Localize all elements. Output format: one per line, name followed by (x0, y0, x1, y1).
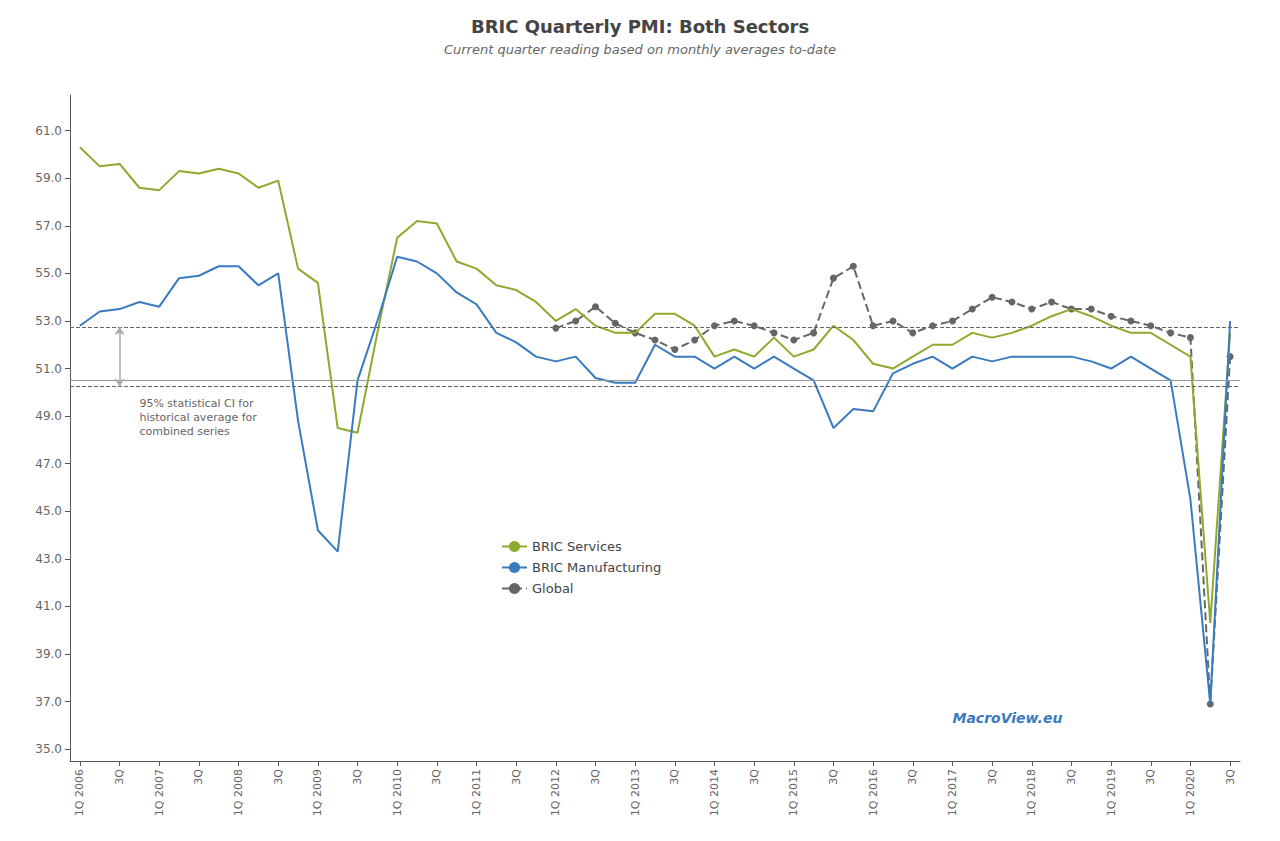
svg-text:1Q 2020: 1Q 2020 (1184, 769, 1197, 816)
svg-text:39.0: 39.0 (35, 647, 62, 661)
svg-text:BRIC Services: BRIC Services (532, 539, 622, 554)
svg-text:1Q 2006: 1Q 2006 (73, 769, 86, 816)
svg-text:3Q: 3Q (827, 769, 840, 785)
svg-text:1Q 2012: 1Q 2012 (549, 769, 562, 816)
svg-text:37.0: 37.0 (35, 695, 62, 709)
svg-text:3Q: 3Q (748, 769, 761, 785)
svg-text:41.0: 41.0 (35, 599, 62, 613)
svg-text:1Q 2015: 1Q 2015 (787, 769, 800, 816)
svg-text:3Q: 3Q (192, 769, 205, 785)
svg-text:57.0: 57.0 (35, 219, 62, 233)
svg-text:59.0: 59.0 (35, 171, 62, 185)
svg-text:historical average for: historical average for (139, 411, 257, 424)
svg-text:1Q 2014: 1Q 2014 (708, 769, 721, 816)
svg-text:3Q: 3Q (351, 769, 364, 785)
svg-text:61.0: 61.0 (35, 124, 62, 138)
svg-text:Global: Global (532, 581, 573, 596)
svg-text:3Q: 3Q (113, 769, 126, 785)
svg-text:45.0: 45.0 (35, 504, 62, 518)
svg-text:1Q 2013: 1Q 2013 (629, 769, 642, 816)
svg-text:3Q: 3Q (1144, 769, 1157, 785)
svg-text:1Q 2008: 1Q 2008 (232, 769, 245, 816)
svg-text:49.0: 49.0 (35, 409, 62, 423)
svg-text:3Q: 3Q (510, 769, 523, 785)
svg-text:1Q 2016: 1Q 2016 (867, 769, 880, 816)
svg-text:53.0: 53.0 (35, 314, 62, 328)
svg-text:3Q: 3Q (906, 769, 919, 785)
svg-text:1Q 2017: 1Q 2017 (946, 769, 959, 816)
svg-text:47.0: 47.0 (35, 457, 62, 471)
svg-text:35.0: 35.0 (35, 742, 62, 756)
svg-text:51.0: 51.0 (35, 362, 62, 376)
svg-text:BRIC Quarterly PMI: Both Secto: BRIC Quarterly PMI: Both Sectors (471, 16, 809, 37)
svg-text:1Q 2009: 1Q 2009 (311, 769, 324, 816)
svg-text:55.0: 55.0 (35, 266, 62, 280)
svg-text:3Q: 3Q (1224, 769, 1237, 785)
svg-text:1Q 2019: 1Q 2019 (1105, 769, 1118, 816)
svg-text:MacroView.eu: MacroView.eu (952, 710, 1062, 726)
svg-text:3Q: 3Q (272, 769, 285, 785)
svg-text:43.0: 43.0 (35, 552, 62, 566)
svg-text:1Q 2011: 1Q 2011 (470, 769, 483, 816)
svg-text:3Q: 3Q (430, 769, 443, 785)
svg-text:1Q 2010: 1Q 2010 (391, 769, 404, 816)
svg-text:1Q 2007: 1Q 2007 (153, 769, 166, 816)
svg-text:3Q: 3Q (589, 769, 602, 785)
svg-text:combined series: combined series (139, 425, 230, 438)
svg-text:3Q: 3Q (1065, 769, 1078, 785)
svg-text:Current quarter reading based: Current quarter reading based on monthly… (444, 42, 836, 57)
svg-text:1Q 2018: 1Q 2018 (1025, 769, 1038, 816)
svg-text:3Q: 3Q (668, 769, 681, 785)
svg-text:BRIC Manufacturing: BRIC Manufacturing (532, 560, 661, 575)
svg-text:95% statistical CI for: 95% statistical CI for (139, 397, 254, 410)
svg-text:3Q: 3Q (986, 769, 999, 785)
